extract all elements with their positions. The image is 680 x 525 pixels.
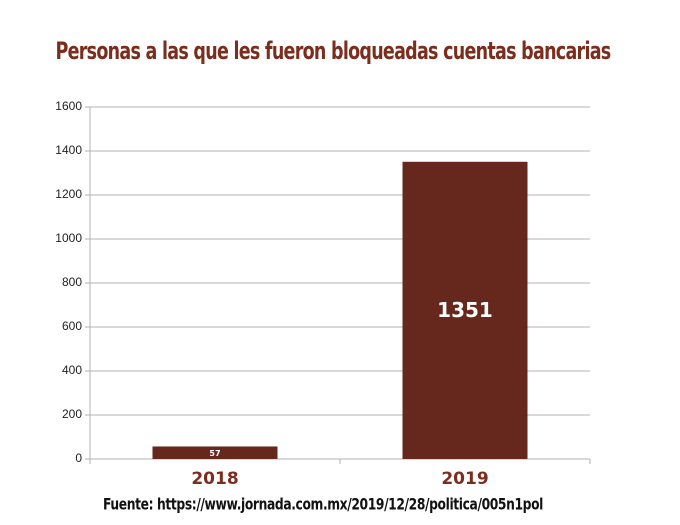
y-tick-label: 1200 (55, 187, 82, 201)
y-tick-label: 400 (62, 363, 82, 377)
y-tick-label: 600 (62, 319, 82, 333)
data-label: 1351 (437, 298, 493, 322)
x-tick-label: 2019 (441, 469, 488, 489)
bar (152, 446, 278, 459)
y-tick-label: 200 (62, 407, 82, 421)
y-tick-label: 1400 (55, 143, 82, 157)
x-tick-label: 2018 (191, 469, 238, 489)
source-note: Fuente: https://www.jornada.com.mx/2019/… (103, 495, 543, 514)
y-tick-label: 800 (62, 275, 82, 289)
y-tick-label: 1000 (55, 231, 82, 245)
data-label: 57 (209, 449, 220, 458)
chart-title: Personas a las que les fueron bloqueadas… (56, 37, 612, 65)
bar (402, 161, 528, 459)
y-tick-label: 1600 (55, 99, 82, 113)
y-tick-label: 0 (75, 451, 82, 465)
